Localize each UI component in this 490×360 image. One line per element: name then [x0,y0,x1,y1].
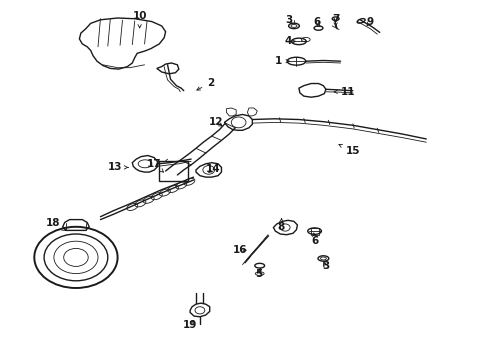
Text: 10: 10 [132,11,147,28]
Text: 19: 19 [183,320,197,330]
Text: 17: 17 [147,159,164,172]
Text: 13: 13 [108,162,128,172]
Text: 11: 11 [334,87,355,97]
Text: 8: 8 [277,219,284,232]
Text: 9: 9 [367,17,373,27]
Text: 6: 6 [312,233,318,246]
Text: 1: 1 [275,56,289,66]
Text: 7: 7 [332,14,340,27]
Text: 6: 6 [314,17,320,27]
Text: 3: 3 [322,261,329,271]
Text: 5: 5 [255,269,262,279]
Text: 15: 15 [339,144,360,156]
Text: 16: 16 [233,245,247,255]
Text: 4: 4 [284,36,295,46]
Text: 2: 2 [197,78,214,90]
Text: 18: 18 [46,218,66,230]
Text: 14: 14 [206,164,220,174]
Text: 3: 3 [286,15,293,25]
Text: 12: 12 [208,117,223,127]
